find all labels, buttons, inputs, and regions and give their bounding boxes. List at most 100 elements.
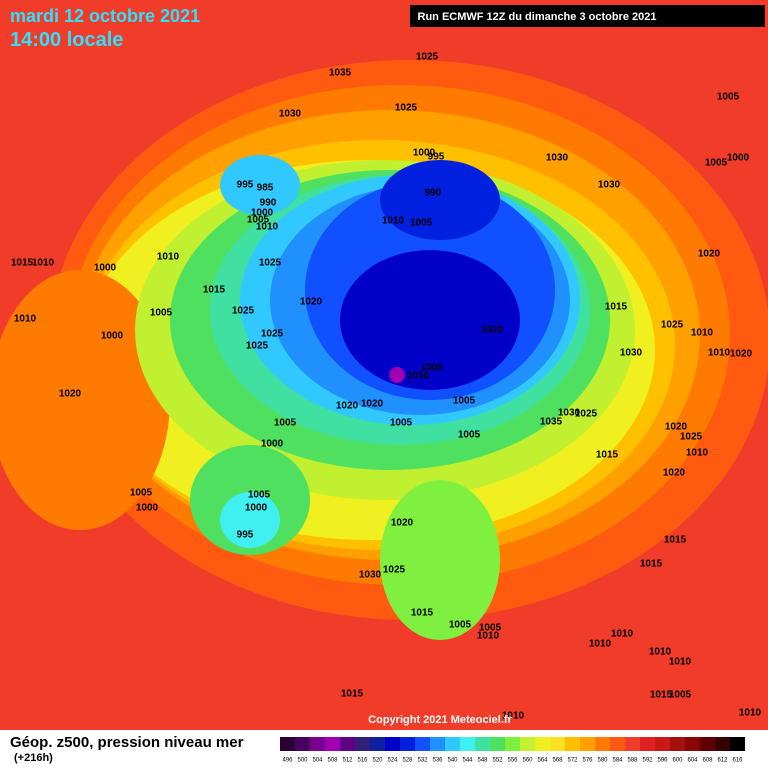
isobar-label: 985 — [257, 183, 274, 194]
color-cell — [655, 737, 670, 751]
isobar-label: 1020 — [665, 422, 688, 433]
isobar-label: 1010 — [708, 348, 731, 359]
isobar-label: 1030 — [558, 408, 581, 419]
isobar-label: 1010 — [611, 629, 634, 640]
level-label: 524 — [387, 758, 398, 764]
color-cell — [670, 737, 685, 751]
color-cell — [610, 737, 625, 751]
level-label: 508 — [327, 758, 338, 764]
color-cell — [580, 737, 595, 751]
color-cell — [280, 737, 295, 751]
color-cell — [430, 737, 445, 751]
isobar-label: 1020 — [663, 468, 686, 479]
isobar-label: 1005 — [705, 158, 728, 169]
isobar-label: 1010 — [691, 328, 714, 339]
isobar-label: 1015 — [596, 450, 619, 461]
color-cell — [310, 737, 325, 751]
level-label: 604 — [687, 758, 698, 764]
color-cell — [640, 737, 655, 751]
isobar-label: 1010 — [157, 252, 180, 263]
level-label: 552 — [492, 758, 503, 764]
color-cell — [700, 737, 715, 751]
level-label: 532 — [417, 758, 428, 764]
isobar-label: 1020 — [361, 399, 384, 410]
level-label: 592 — [642, 758, 653, 764]
legend-title: Géop. z500, pression niveau mer — [10, 734, 244, 751]
isobar-label: 1010 — [589, 639, 612, 650]
isobar-label: 1005 — [449, 620, 472, 631]
isobar-label: 1020 — [391, 518, 414, 529]
isobar-label: 1015 — [605, 302, 628, 313]
color-cell — [505, 737, 520, 751]
isobar-label: 1005 — [717, 92, 740, 103]
level-label: 576 — [582, 758, 593, 764]
isobar-label: 1005 — [669, 690, 692, 701]
colorbar: 496 500 504 508 512 516 520 524 528 532 536 540 544 5… — [280, 737, 745, 764]
color-cell — [325, 737, 340, 751]
color-cell — [295, 737, 310, 751]
isobar-label: 1030 — [279, 109, 302, 120]
isobar-label: 1020 — [336, 401, 359, 412]
isobar-label: 1010 — [477, 631, 500, 642]
isobar-label: 1025 — [383, 565, 406, 576]
isobar-label: 1025 — [680, 432, 703, 443]
level-label: 608 — [702, 758, 713, 764]
legend-subtitle: (+216h) — [14, 752, 53, 764]
color-cell — [370, 737, 385, 751]
isobar-label: 1005 — [421, 363, 444, 374]
isobar-label: 1000 — [251, 208, 274, 219]
run-box — [410, 5, 765, 27]
color-cell — [565, 737, 580, 751]
level-label: 560 — [522, 758, 533, 764]
isobar-label: 1010 — [739, 708, 762, 719]
isobar-label: 1025 — [261, 329, 284, 340]
color-cell — [520, 737, 535, 751]
level-label: 596 — [657, 758, 668, 764]
isobar-label: 1020 — [730, 349, 753, 360]
isobar-label: 1015 — [411, 608, 434, 619]
isobar-label: 1000 — [94, 263, 117, 274]
isobar-label: 1000 — [101, 331, 124, 342]
isobar-label: 1000 — [136, 503, 159, 514]
isobar-label: 1025 — [246, 341, 269, 352]
level-label: 544 — [462, 758, 473, 764]
isobar-label: 1010 — [686, 448, 709, 459]
isobar-label: 1035 — [329, 68, 352, 79]
isobar-label: 995 — [237, 180, 254, 191]
isobar-label: 1010 — [256, 222, 279, 233]
isobar-label: 1005 — [479, 623, 502, 634]
color-cell — [535, 737, 550, 751]
isobar-label: 1005 — [274, 418, 297, 429]
isobar-label: 1025 — [416, 52, 439, 63]
isobar-label: 1000 — [261, 439, 284, 450]
isobar-label: 1010 — [669, 657, 692, 668]
isobar-label: 1010 — [14, 314, 37, 325]
isobar-label: 1000 — [413, 148, 436, 159]
copyright: Copyright 2021 Meteociel.fr — [368, 714, 512, 726]
isobar-label: 1015 — [11, 258, 34, 269]
color-cell — [340, 737, 355, 751]
level-label: 584 — [612, 758, 623, 764]
isobar-label: 1005 — [410, 218, 433, 229]
level-label: 616 — [732, 758, 743, 764]
color-cell — [595, 737, 610, 751]
isobar-label: 1035 — [540, 417, 563, 428]
level-label: 548 — [477, 758, 488, 764]
isobar-label: 1005 — [248, 490, 271, 501]
color-cell — [715, 737, 730, 751]
level-label: 516 — [357, 758, 368, 764]
color-cell — [490, 737, 505, 751]
level-label: 520 — [372, 758, 383, 764]
run-info: Run ECMWF 12Z du dimanche 3 octobre 2021 — [418, 11, 657, 23]
isobar-label: 1030 — [598, 180, 621, 191]
isobar-label: 1015 — [203, 285, 226, 296]
color-cell — [355, 737, 370, 751]
isobar-label: 1005 — [458, 430, 481, 441]
isobar-label: 1025 — [232, 306, 255, 317]
isobar-label: 995 — [237, 530, 254, 541]
time: 14:00 locale — [10, 29, 123, 51]
level-label: 580 — [597, 758, 608, 764]
isobar-label: 990 — [260, 198, 277, 209]
